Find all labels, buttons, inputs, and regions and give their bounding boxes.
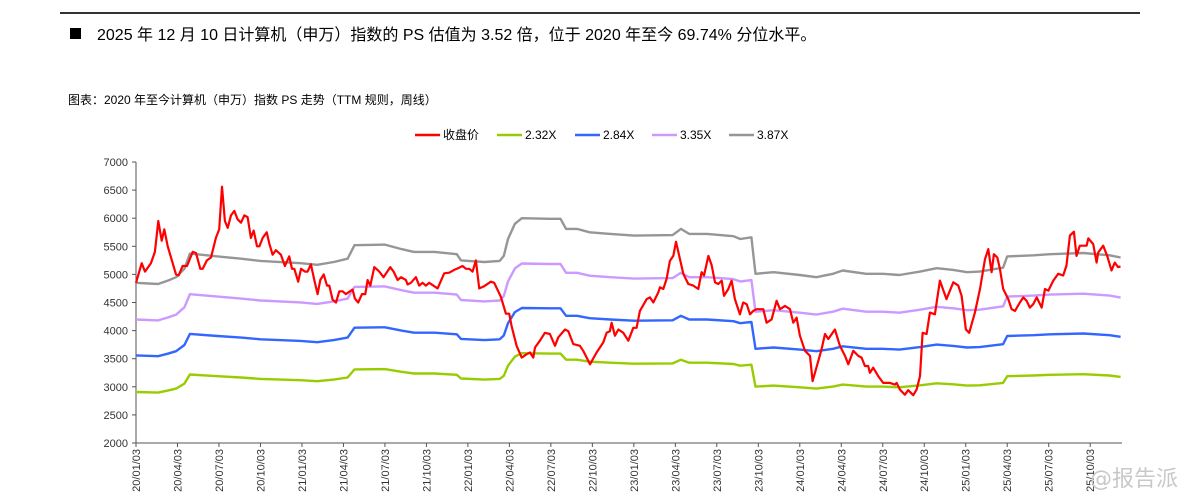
legend-item: 收盘价: [415, 127, 479, 142]
x-tick-label: 25/10/03: [1085, 449, 1097, 492]
y-tick-label: 6000: [104, 213, 128, 225]
series-line-2.32X: [135, 352, 1121, 394]
x-tick-label: 25/07/03: [1044, 449, 1056, 492]
series-line-收盘价: [134, 185, 1121, 397]
legend: 收盘价 2.32X 2.84X 3.35X 3.87X: [415, 127, 788, 142]
x-tick-label: 22/01/03: [463, 449, 475, 492]
x-tick-label: 20/07/03: [214, 449, 226, 492]
axes: 2000 2500 3000 3500 4000 4500 5000 5500 6000 6500…: [104, 157, 1122, 492]
x-tick-label: 23/01/03: [629, 449, 641, 492]
legend-label: 3.35X: [680, 128, 711, 142]
x-tick-label: 21/01/03: [297, 449, 309, 492]
y-tick-label: 5000: [104, 269, 128, 281]
bullet-square-icon: [70, 28, 81, 39]
x-tick-label: 21/04/03: [338, 449, 350, 492]
chart-caption: 图表：2020 年至今计算机（申万）指数 PS 走势（TTM 规则，周线）: [68, 93, 437, 107]
x-tick-label: 21/10/03: [421, 449, 433, 492]
x-tick-label: 22/10/03: [587, 449, 599, 492]
y-tick-label: 7000: [104, 157, 128, 169]
watermark: @报告派: [1089, 467, 1178, 492]
series-lines: [134, 185, 1121, 397]
legend-label: 收盘价: [443, 127, 479, 142]
y-tick-label: 5500: [104, 241, 128, 253]
legend-label: 2.84X: [603, 128, 634, 142]
legend-label: 3.87X: [757, 128, 788, 142]
y-tick-label: 2000: [104, 438, 128, 450]
legend-item: 3.35X: [652, 128, 711, 142]
y-tick-label: 6500: [104, 185, 128, 197]
x-tick-label: 22/07/03: [546, 449, 558, 492]
legend-item: 2.32X: [497, 128, 556, 142]
x-tick-label: 24/01/03: [795, 449, 807, 492]
y-tick-label: 4000: [104, 326, 128, 338]
top-rule: [60, 12, 1140, 14]
x-tick-label: 23/04/03: [670, 449, 682, 492]
y-tick-label: 4500: [104, 298, 128, 310]
x-tick-label: 24/04/03: [836, 449, 848, 492]
x-tick-label: 24/07/03: [878, 449, 890, 492]
x-tick-label: 25/04/03: [1002, 449, 1014, 492]
x-tick-label: 20/01/03: [131, 449, 143, 492]
summary-text: 2025 年 12 月 10 日计算机（申万）指数的 PS 估值为 3.52 倍…: [97, 27, 817, 44]
y-tick-label: 2500: [104, 410, 128, 422]
x-tick-label: 21/07/03: [380, 449, 392, 492]
x-tick-label: 25/01/03: [961, 449, 973, 492]
x-tick-label: 22/04/03: [504, 449, 516, 492]
y-tick-label: 3000: [104, 382, 128, 394]
x-tick-label: 24/10/03: [919, 449, 931, 492]
legend-item: 2.84X: [575, 128, 634, 142]
series-line-3.87X: [135, 216, 1121, 286]
x-tick-label: 20/04/03: [172, 449, 184, 492]
legend-label: 2.32X: [525, 128, 556, 142]
series-line-2.84X: [135, 306, 1121, 358]
x-tick-label: 23/10/03: [753, 449, 765, 492]
summary-line: 2025 年 12 月 10 日计算机（申万）指数的 PS 估值为 3.52 倍…: [70, 21, 816, 45]
y-tick-label: 3500: [104, 354, 128, 366]
x-tick-label: 20/10/03: [255, 449, 267, 492]
x-tick-label: 23/07/03: [712, 449, 724, 492]
legend-item: 3.87X: [729, 128, 788, 142]
